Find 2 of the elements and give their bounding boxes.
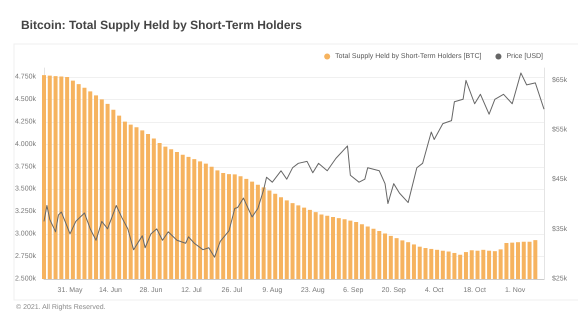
chart-title: Bitcoin: Total Supply Held by Short-Term Holders: [21, 18, 302, 32]
line-series: [44, 72, 544, 258]
